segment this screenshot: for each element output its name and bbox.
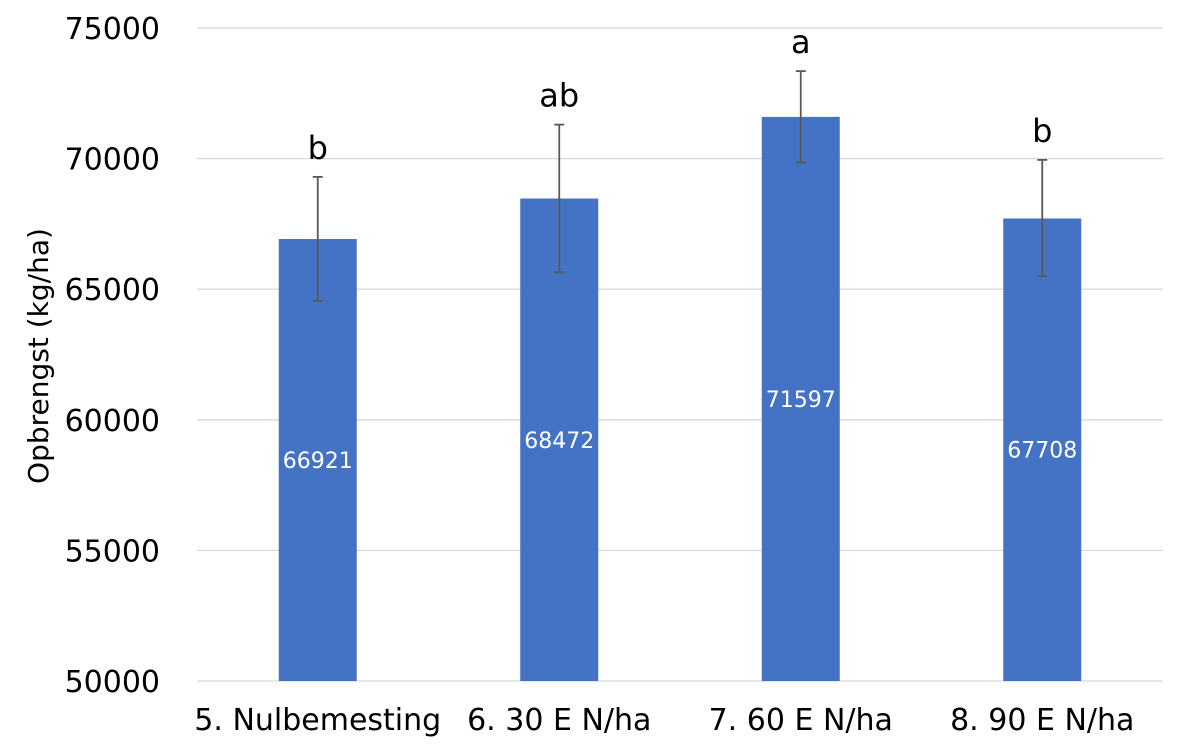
y-tick-label: 70000 <box>65 143 160 178</box>
bar <box>761 116 840 682</box>
y-axis-title: Opbrengst (kg/ha) <box>22 228 55 484</box>
y-tick-label: 65000 <box>65 273 160 308</box>
significance-letter: a <box>791 23 811 61</box>
bar <box>1003 218 1082 681</box>
y-tick-label: 75000 <box>65 12 160 47</box>
data-label: 71597 <box>766 388 836 413</box>
error-bars <box>312 70 1048 302</box>
data-label: 66921 <box>283 449 353 474</box>
y-tick-label: 55000 <box>65 534 160 569</box>
data-label: 67708 <box>1007 439 1077 464</box>
significance-letter: b <box>308 129 328 167</box>
significance-letter: b <box>1032 112 1052 150</box>
y-tick-label: 50000 <box>65 665 160 700</box>
x-category-label: 7. 60 E N/ha <box>709 703 893 738</box>
data-label: 68472 <box>524 429 594 454</box>
bar <box>520 198 599 681</box>
y-tick-label: 60000 <box>65 404 160 439</box>
bars <box>278 116 1082 682</box>
gridlines <box>197 27 1163 682</box>
x-category-label: 5. Nulbemesting <box>194 703 441 738</box>
x-category-label: 6. 30 E N/ha <box>467 703 651 738</box>
labels: 50000 55000 60000 65000 70000 75000 66921 b 5. N… <box>65 12 1135 738</box>
bar <box>278 239 357 681</box>
significance-letter: ab <box>539 77 579 115</box>
x-category-label: 8. 90 E N/ha <box>950 703 1134 738</box>
